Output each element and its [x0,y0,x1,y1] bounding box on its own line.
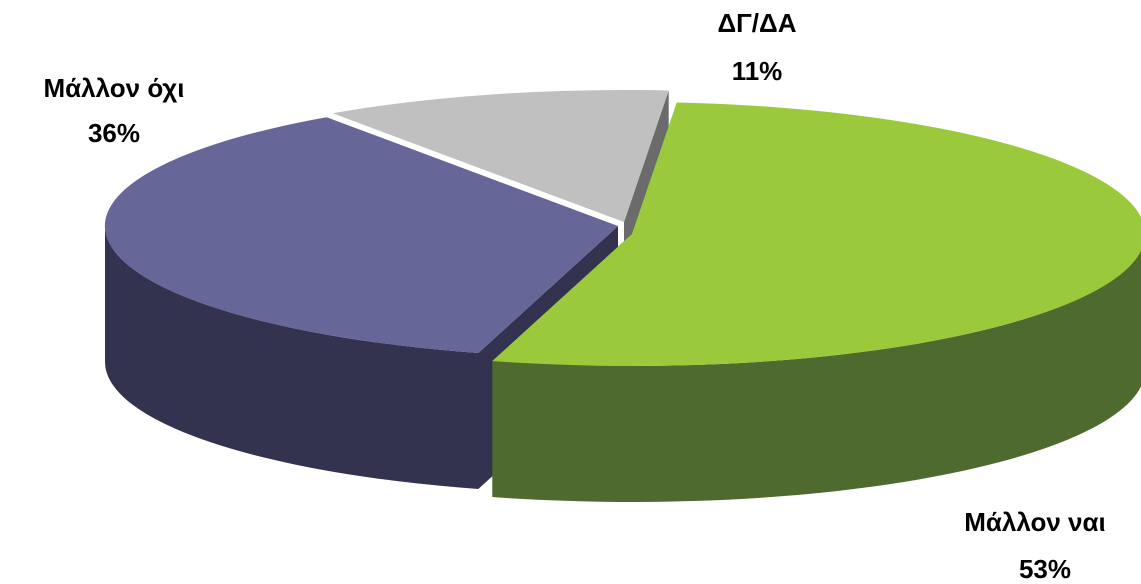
label-mallon-nai-name: Μάλλον ναι [964,507,1105,537]
label-dg-da-name: ΔΓ/ΔΑ [717,8,796,38]
label-dg-da-value: 11% [732,56,783,86]
label-mallon-nai-value: 53% [1019,554,1071,584]
slice-side-mallon-ochi [105,226,618,489]
label-mallon-ochi-value: 36% [88,118,140,148]
slice-dg-da [332,89,669,222]
label-mallon-ochi-name: Μάλλον όχι [44,73,185,103]
slice-side-mallon-nai [492,234,1141,502]
slice-mallon-ochi [104,117,618,353]
slice-mallon-nai [492,102,1141,366]
